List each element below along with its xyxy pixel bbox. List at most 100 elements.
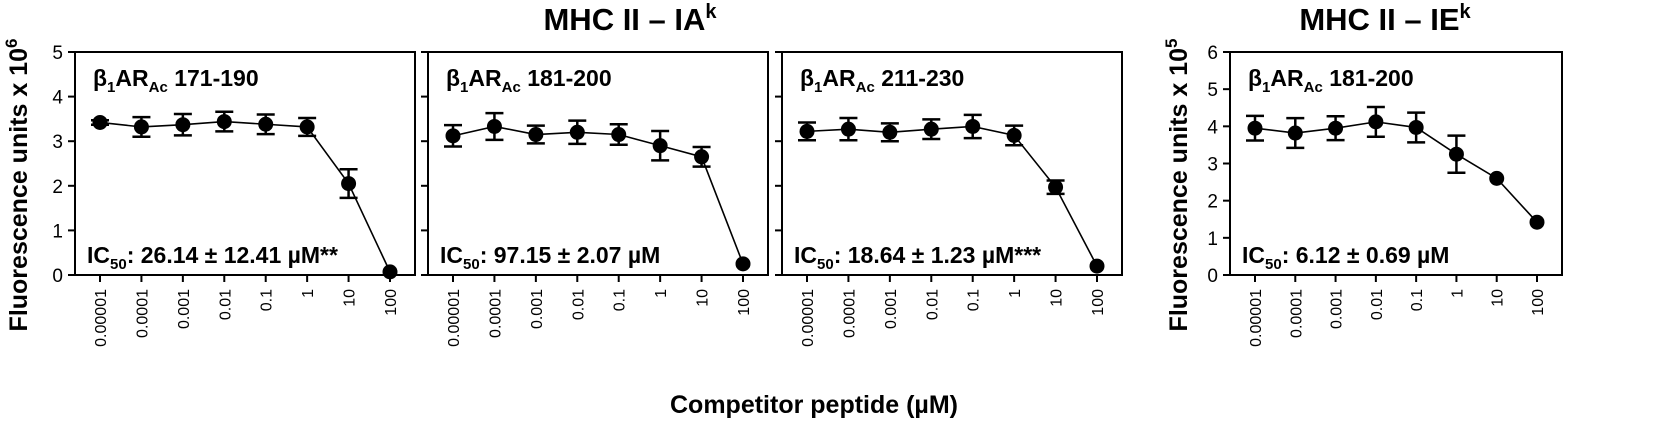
x-tick-label: 0.001 xyxy=(1329,289,1346,329)
data-point xyxy=(965,118,981,134)
data-point xyxy=(1089,258,1105,274)
x-tick-label: 100 xyxy=(1530,289,1547,316)
y-tick-label: 4 xyxy=(52,88,63,109)
data-point xyxy=(1368,114,1384,130)
y-tick-label: 1 xyxy=(52,221,63,242)
ic50-sub: 50 xyxy=(110,256,127,273)
y-tick-label: 5 xyxy=(1207,80,1218,101)
x-tick-label: 1 xyxy=(1007,289,1024,298)
ic50-annotation: IC50: 97.15 ± 2.07 µM xyxy=(440,242,660,273)
y-tick-label: 6 xyxy=(1207,43,1218,64)
label-beta: β xyxy=(1248,65,1262,91)
x-tick-label: 0.0001 xyxy=(1288,289,1305,338)
ic50-pre: IC xyxy=(794,242,817,268)
data-point xyxy=(799,123,815,139)
x-tick-label: 1 xyxy=(653,289,670,298)
data-point xyxy=(258,116,274,132)
x-tick-label: 0.001 xyxy=(529,289,546,329)
label-sub1: 1 xyxy=(814,79,822,96)
group-title-iak-base: MHC II – IA xyxy=(543,2,705,37)
x-tick-label: 0.001 xyxy=(883,289,900,329)
data-point xyxy=(445,128,461,144)
ic50-sub: 50 xyxy=(1265,256,1282,273)
label-sub1: 1 xyxy=(460,79,468,96)
ic50-value: : 6.12 ± 0.69 µM xyxy=(1282,242,1450,268)
data-point xyxy=(299,119,315,135)
data-point xyxy=(133,119,149,135)
x-tick-label: 0.00001 xyxy=(446,289,463,347)
x-tick-label: 10 xyxy=(1049,289,1066,307)
ic50-value: : 97.15 ± 2.07 µM xyxy=(480,242,661,268)
x-tick-label: 0.1 xyxy=(612,289,629,311)
group-title-iek: MHC II – IEk xyxy=(1299,1,1471,37)
label-beta: β xyxy=(93,65,107,91)
ic50-annotation: IC50: 6.12 ± 0.69 µM xyxy=(1242,242,1449,273)
x-tick-label: 0.0001 xyxy=(841,289,858,338)
ic50-annotation: IC50: 18.64 ± 1.23 µM*** xyxy=(794,242,1041,273)
ic50-value: : 26.14 ± 12.41 µM** xyxy=(127,242,338,268)
y-tick-label: 4 xyxy=(1207,117,1218,138)
group-title-iak: MHC II – IAk xyxy=(543,1,717,37)
y-tick-label: 2 xyxy=(52,177,63,198)
label-sub2: Ac xyxy=(1304,79,1323,96)
y-axis-label-right-sup: 5 xyxy=(1162,39,1181,48)
group-title-iek-sup: k xyxy=(1460,1,1472,23)
y-tick-label: 2 xyxy=(1207,192,1218,213)
label-range: 181-200 xyxy=(521,65,612,91)
x-tick-label: 0.001 xyxy=(176,289,193,329)
plot-frame xyxy=(781,51,1123,276)
y-axis-label-right: Fluorescence units x 105 xyxy=(1162,39,1193,332)
data-point xyxy=(1408,119,1424,135)
y-tick-label: 3 xyxy=(52,132,63,153)
x-tick-label: 10 xyxy=(695,289,712,307)
panel-peptide-label: β1ARAc 171-190 xyxy=(93,65,259,96)
data-point xyxy=(694,149,710,165)
label-sub2: Ac xyxy=(856,79,875,96)
data-point xyxy=(652,138,668,154)
label-ar: AR xyxy=(468,65,502,91)
data-point xyxy=(923,121,939,137)
group-title-iak-sup: k xyxy=(705,1,717,23)
x-tick-label: 0.00001 xyxy=(1248,289,1265,347)
x-tick-label: 0.1 xyxy=(1409,289,1426,311)
x-tick-label: 0.01 xyxy=(924,289,941,320)
x-tick-label: 0.00001 xyxy=(93,289,110,347)
group-title-iek-base: MHC II – IE xyxy=(1299,2,1459,37)
data-point xyxy=(840,121,856,137)
data-point xyxy=(1489,170,1505,186)
label-ar: AR xyxy=(1270,65,1304,91)
data-point xyxy=(1448,146,1464,162)
panel-peptide-label: β1ARAc 181-200 xyxy=(1248,65,1414,96)
ic50-sub: 50 xyxy=(463,256,480,273)
y-tick-label: 0 xyxy=(52,266,63,287)
y-axis-label-left: Fluorescence units x 106 xyxy=(2,39,33,332)
ic50-pre: IC xyxy=(1242,242,1265,268)
label-ar: AR xyxy=(822,65,856,91)
x-tick-label: 10 xyxy=(342,289,359,307)
data-point xyxy=(1529,214,1545,230)
x-tick-label: 0.0001 xyxy=(487,289,504,338)
data-point xyxy=(1006,127,1022,143)
x-tick-label: 0.1 xyxy=(966,289,983,311)
label-sub1: 1 xyxy=(107,79,115,96)
x-tick-label: 0.1 xyxy=(259,289,276,311)
label-beta: β xyxy=(446,65,460,91)
data-point xyxy=(1048,179,1064,195)
label-ar: AR xyxy=(115,65,149,91)
panel-peptide-label: β1ARAc 211-230 xyxy=(800,65,964,96)
data-point xyxy=(1247,120,1263,136)
ic50-annotation: IC50: 26.14 ± 12.41 µM** xyxy=(87,242,338,273)
y-axis-label-left-sup: 6 xyxy=(2,39,21,48)
label-beta: β xyxy=(800,65,814,91)
data-point xyxy=(486,118,502,134)
x-tick-label: 0.01 xyxy=(1369,289,1386,320)
x-tick-label: 10 xyxy=(1490,289,1507,307)
label-sub2: Ac xyxy=(149,79,168,96)
panel-peptide-label: β1ARAc 181-200 xyxy=(446,65,612,96)
